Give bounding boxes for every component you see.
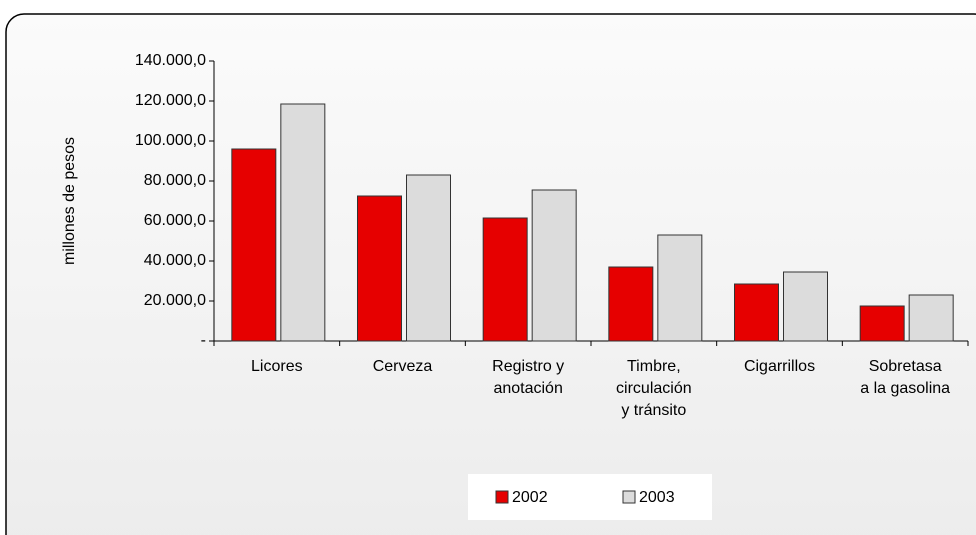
bar bbox=[231, 148, 277, 342]
legend-box bbox=[468, 474, 712, 520]
y-tick-label: 120.000,0 bbox=[135, 92, 206, 109]
x-tick-label: Cigarrillos bbox=[743, 358, 816, 375]
bar bbox=[908, 294, 954, 342]
y-tick-label: 80.000,0 bbox=[144, 172, 206, 189]
x-tick-label: Timbre, circulación y tránsito bbox=[616, 358, 692, 419]
y-tick-label: 100.000,0 bbox=[135, 132, 206, 149]
legend-label: 2002 bbox=[512, 489, 548, 506]
bar bbox=[734, 283, 779, 342]
x-tick-label: Registro y anotación bbox=[492, 358, 565, 397]
x-tick-label: Sobretasa a la gasolina bbox=[860, 358, 951, 397]
legend-swatch bbox=[495, 490, 509, 504]
x-tick-label: Cerveza bbox=[372, 358, 433, 375]
bar bbox=[783, 271, 828, 342]
y-tick-label: 20.000,0 bbox=[144, 292, 206, 309]
bar bbox=[657, 234, 703, 342]
y-tick-label: 40.000,0 bbox=[144, 252, 206, 269]
bar bbox=[482, 217, 528, 342]
y-tick-label: 60.000,0 bbox=[144, 212, 206, 229]
bar bbox=[859, 305, 905, 342]
x-tick-label: Licores bbox=[251, 358, 303, 375]
bar bbox=[357, 195, 402, 342]
legend-label: 2003 bbox=[639, 489, 675, 506]
bar bbox=[406, 174, 451, 342]
legend-swatch bbox=[622, 490, 636, 504]
bar bbox=[608, 266, 654, 342]
y-axis-label: millones de pesos bbox=[61, 137, 78, 265]
y-tick-label: - bbox=[201, 332, 206, 349]
bar bbox=[531, 189, 577, 342]
bar bbox=[280, 103, 326, 342]
y-tick-label: 140.000,0 bbox=[135, 52, 206, 69]
